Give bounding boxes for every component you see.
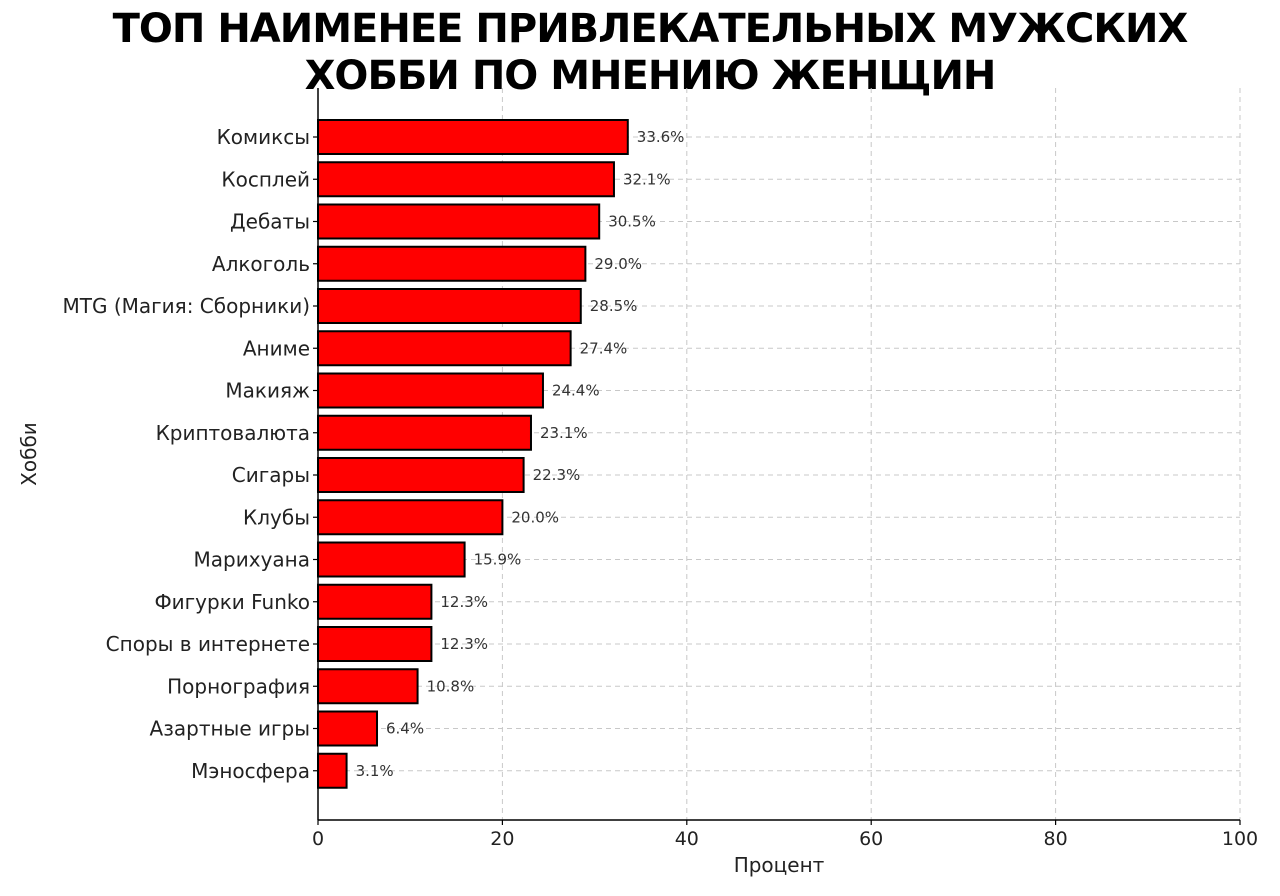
bar bbox=[317, 288, 582, 324]
bar bbox=[317, 457, 525, 493]
data-label: 32.1% bbox=[623, 170, 671, 188]
category-label: Споры в интернете bbox=[106, 632, 310, 656]
bar bbox=[317, 668, 419, 705]
data-label: 12.3% bbox=[440, 593, 488, 611]
data-label: 20.0% bbox=[511, 508, 559, 526]
x-tick-label: 100 bbox=[1222, 828, 1258, 850]
category-label: Клубы bbox=[243, 505, 310, 529]
x-tick-label: 20 bbox=[490, 828, 514, 850]
category-label: Макияж bbox=[225, 379, 310, 403]
bar bbox=[317, 710, 379, 747]
chart-title-line-1: ТОП НАИМЕНЕЕ ПРИВЛЕКАТЕЛЬНЫХ МУЖСКИХ bbox=[112, 6, 1189, 52]
data-label: 28.5% bbox=[590, 297, 638, 315]
data-label: 33.6% bbox=[637, 128, 685, 146]
chart-title-line-2: ХОББИ ПО МНЕНИЮ ЖЕНЩИН bbox=[304, 53, 997, 99]
bar bbox=[317, 626, 433, 662]
x-tick-label: 0 bbox=[312, 828, 324, 850]
category-label: Косплей bbox=[221, 167, 310, 191]
x-tick-label: 60 bbox=[859, 828, 883, 850]
category-label: Комиксы bbox=[217, 125, 310, 149]
category-label: MTG (Магия: Сборники) bbox=[63, 294, 310, 318]
bar bbox=[317, 752, 348, 789]
category-label: Дебаты bbox=[230, 210, 310, 234]
category-label: Фигурки Funko bbox=[154, 590, 310, 614]
category-label: Криптовалюта bbox=[156, 421, 310, 445]
bar bbox=[317, 414, 532, 451]
x-tick-label: 80 bbox=[1044, 828, 1068, 850]
data-label: 12.3% bbox=[440, 635, 488, 653]
data-label: 24.4% bbox=[552, 382, 600, 400]
data-label: 10.8% bbox=[427, 677, 475, 695]
chart-title: ТОП НАИМЕНЕЕ ПРИВЛЕКАТЕЛЬНЫХ МУЖСКИХ ХОБ… bbox=[0, 6, 1280, 100]
bar bbox=[317, 499, 504, 536]
bars-layer bbox=[317, 119, 629, 789]
bar bbox=[317, 203, 601, 240]
bar bbox=[317, 161, 615, 198]
data-label: 22.3% bbox=[533, 466, 581, 484]
category-label: Порнография bbox=[167, 674, 310, 698]
axes-layer bbox=[317, 88, 1240, 821]
labels-layer: Комиксы 33.6% Косплей 32.1% Дебаты 30.5% Алког… bbox=[63, 125, 1259, 850]
category-label: Азартные игры bbox=[150, 717, 310, 741]
bar bbox=[317, 541, 466, 578]
y-axis-title: Хобби bbox=[17, 422, 41, 486]
bar bbox=[317, 245, 587, 282]
category-label: Алкоголь bbox=[212, 252, 310, 276]
data-label: 23.1% bbox=[540, 424, 588, 442]
data-label: 29.0% bbox=[594, 255, 642, 273]
category-label: Мэносфера bbox=[191, 759, 310, 783]
data-label: 3.1% bbox=[356, 762, 394, 780]
data-label: 15.9% bbox=[474, 551, 522, 569]
data-label: 27.4% bbox=[580, 339, 628, 357]
category-label: Марихуана bbox=[194, 548, 310, 572]
bar bbox=[317, 119, 629, 155]
x-tick-label: 40 bbox=[675, 828, 699, 850]
bar bbox=[317, 330, 572, 367]
category-label: Сигары bbox=[232, 463, 310, 487]
data-label: 6.4% bbox=[386, 720, 424, 738]
data-label: 30.5% bbox=[608, 213, 656, 231]
x-axis-title: Процент bbox=[734, 853, 825, 877]
grid-layer bbox=[318, 88, 1241, 820]
bar bbox=[317, 372, 544, 409]
category-label: Аниме bbox=[243, 336, 310, 360]
bar bbox=[317, 583, 433, 620]
